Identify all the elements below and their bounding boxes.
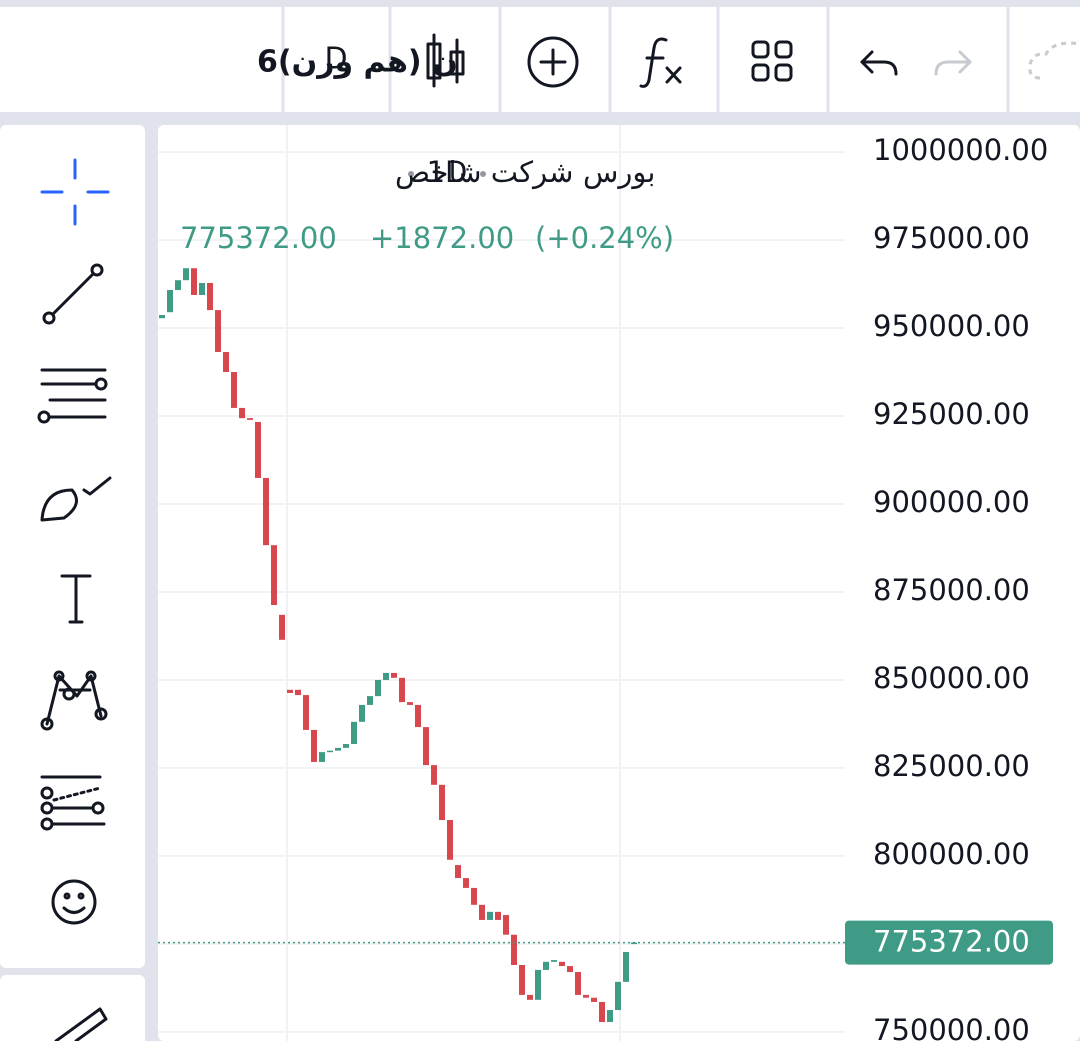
candle-body bbox=[391, 672, 397, 678]
price-axis: 750000.00775000.00800000.00825000.008500… bbox=[845, 133, 1053, 1041]
candle-body bbox=[295, 689, 301, 696]
candle-body bbox=[351, 721, 357, 744]
last-price-badge bbox=[845, 920, 1053, 965]
candle-body bbox=[471, 887, 477, 905]
tool-icons[interactable] bbox=[37, 158, 112, 1041]
last-price-label: 775372.00 bbox=[873, 925, 1030, 959]
candle-body bbox=[495, 911, 501, 920]
quote-percent: (+0.24%) bbox=[535, 221, 674, 255]
candle-body bbox=[207, 283, 213, 311]
cloud-icon bbox=[1028, 41, 1080, 80]
candle-body bbox=[527, 994, 533, 1000]
candle-body bbox=[535, 969, 541, 1000]
candle-body bbox=[343, 743, 349, 748]
candle-body bbox=[255, 422, 261, 478]
candle-body bbox=[247, 418, 253, 420]
candle-body bbox=[319, 752, 325, 762]
candle-body bbox=[423, 727, 429, 766]
candle-body bbox=[279, 614, 285, 640]
y-tick-label: 900000.00 bbox=[873, 485, 1030, 519]
candle-body bbox=[463, 878, 469, 888]
drawing-toolbar bbox=[0, 125, 145, 968]
candle-body bbox=[399, 677, 405, 703]
candle-body bbox=[591, 997, 597, 1002]
quote-price: 775372.00 bbox=[180, 221, 337, 255]
candle-body bbox=[559, 961, 565, 967]
y-tick-label: 850000.00 bbox=[873, 661, 1030, 695]
interval-button[interactable]: D bbox=[324, 42, 347, 77]
candle-body bbox=[439, 784, 445, 821]
candle-body bbox=[511, 934, 517, 965]
candle-type-button[interactable] bbox=[426, 33, 465, 88]
y-tick-label: 825000.00 bbox=[873, 749, 1030, 783]
candle-body bbox=[183, 268, 189, 281]
y-tick-label: 1000000.00 bbox=[873, 133, 1048, 167]
candle-body bbox=[199, 283, 205, 295]
candle-body bbox=[567, 966, 573, 973]
candle-body bbox=[159, 315, 165, 319]
candle-body bbox=[543, 961, 549, 970]
candle-body bbox=[303, 695, 309, 730]
drawing-toolbar-bottom bbox=[0, 975, 145, 1041]
candle-body bbox=[239, 407, 245, 419]
exchange: بورس bbox=[583, 155, 655, 189]
candle-body bbox=[311, 729, 317, 762]
candle-body bbox=[383, 672, 389, 680]
separator-dot bbox=[480, 171, 486, 177]
candle-body bbox=[615, 981, 621, 1011]
candle-body bbox=[503, 915, 509, 935]
candle-body bbox=[375, 679, 381, 697]
candle-body bbox=[607, 1010, 613, 1022]
candle-body bbox=[623, 951, 629, 982]
y-tick-label: 975000.00 bbox=[873, 221, 1030, 255]
symbol-title: شرکت شاخص bbox=[395, 155, 573, 189]
y-tick-label: 875000.00 bbox=[873, 573, 1030, 607]
y-tick-label: 800000.00 bbox=[873, 837, 1030, 871]
chart-legend: بورس 1D شرکت شاخص 775372.00 +1872.00 (+0… bbox=[180, 155, 674, 255]
candle-body bbox=[263, 477, 269, 546]
candle-body bbox=[407, 702, 413, 705]
interval: 1D bbox=[427, 155, 468, 189]
y-tick-label: 925000.00 bbox=[873, 397, 1030, 431]
candle-body bbox=[327, 750, 333, 753]
y-tick-label: 750000.00 bbox=[873, 1013, 1030, 1041]
candle-body bbox=[479, 904, 485, 920]
candle-body bbox=[287, 689, 293, 693]
candles bbox=[158, 268, 845, 1022]
candle-body bbox=[359, 704, 365, 722]
candle-body bbox=[487, 911, 493, 920]
candle-body bbox=[367, 696, 373, 705]
layout-button[interactable] bbox=[751, 40, 793, 82]
candle-body bbox=[455, 865, 461, 879]
candle-body bbox=[175, 280, 181, 291]
candle-body bbox=[191, 268, 197, 295]
redo-button[interactable] bbox=[934, 50, 972, 76]
candle-body bbox=[271, 545, 277, 605]
candle-body bbox=[415, 704, 421, 728]
quote-change: +1872.00 bbox=[370, 221, 514, 255]
candle-body bbox=[583, 994, 589, 998]
top-toolbar bbox=[0, 7, 1080, 112]
y-tick-label: 950000.00 bbox=[873, 309, 1030, 343]
candle-body bbox=[431, 765, 437, 785]
candle-body bbox=[447, 820, 453, 860]
candle-body bbox=[551, 960, 557, 962]
candle-body bbox=[575, 972, 581, 995]
candle-body bbox=[335, 747, 341, 751]
candle-body bbox=[167, 290, 173, 313]
indicators-button[interactable] bbox=[639, 37, 682, 88]
candle-body bbox=[231, 372, 237, 408]
candle-body bbox=[599, 1001, 605, 1022]
undo-button[interactable] bbox=[860, 50, 898, 76]
separator-dot bbox=[408, 171, 414, 177]
candle-body bbox=[223, 351, 229, 373]
toolbar-separators bbox=[281, 7, 1010, 112]
candle-body bbox=[215, 310, 221, 352]
candle-body bbox=[519, 964, 525, 995]
add-button[interactable] bbox=[527, 36, 579, 88]
symbol-button[interactable]: ن (هم وزن)6 bbox=[257, 45, 458, 80]
